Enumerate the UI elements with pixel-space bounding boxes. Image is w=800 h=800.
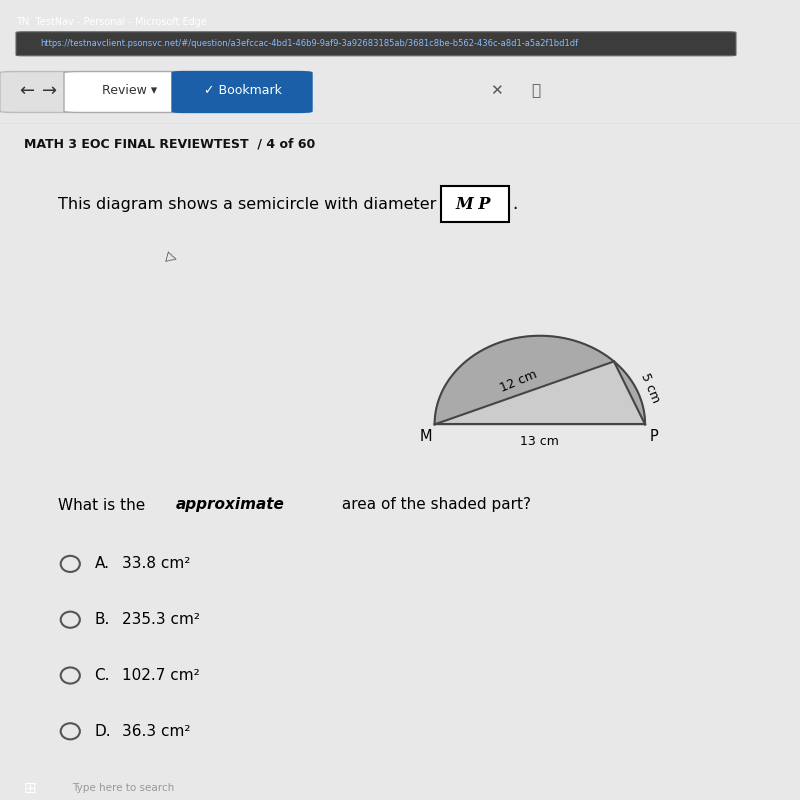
Text: .: . [512, 195, 517, 214]
Text: ⊞: ⊞ [24, 781, 37, 795]
Text: 12 cm: 12 cm [498, 368, 539, 395]
Text: approximate: approximate [175, 498, 284, 513]
Text: B.: B. [94, 612, 110, 627]
FancyBboxPatch shape [0, 71, 76, 113]
Text: What is the: What is the [58, 498, 150, 513]
Polygon shape [434, 362, 645, 424]
Text: https://testnavclient.psonsvc.net/#/question/a3efccac-4bd1-46b9-9af9-3a92683185a: https://testnavclient.psonsvc.net/#/ques… [40, 38, 578, 48]
Text: Review ▾: Review ▾ [102, 84, 157, 98]
Text: P: P [650, 430, 658, 444]
Text: 36.3 cm²: 36.3 cm² [122, 724, 190, 739]
Text: ✓ Bookmark: ✓ Bookmark [204, 84, 282, 98]
Text: C.: C. [94, 668, 110, 683]
Text: Type here to search: Type here to search [72, 783, 174, 793]
FancyBboxPatch shape [172, 71, 312, 113]
Text: 235.3 cm²: 235.3 cm² [122, 612, 200, 627]
Text: D.: D. [94, 724, 111, 739]
Text: ▷: ▷ [165, 249, 178, 265]
Text: 33.8 cm²: 33.8 cm² [122, 557, 190, 571]
Text: TN  TestNav - Personal - Microsoft Edge: TN TestNav - Personal - Microsoft Edge [16, 17, 207, 26]
FancyBboxPatch shape [442, 186, 509, 222]
Text: ⧉: ⧉ [531, 83, 541, 98]
Text: ←: ← [19, 82, 34, 100]
Text: 102.7 cm²: 102.7 cm² [122, 668, 199, 683]
Text: 13 cm: 13 cm [521, 435, 559, 448]
Text: ✕: ✕ [490, 83, 502, 98]
Text: →: → [42, 82, 57, 100]
FancyBboxPatch shape [64, 71, 192, 113]
Text: MATH 3 EOC FINAL REVIEWTEST  / 4 of 60: MATH 3 EOC FINAL REVIEWTEST / 4 of 60 [24, 138, 315, 150]
FancyBboxPatch shape [16, 32, 736, 56]
Text: This diagram shows a semicircle with diameter: This diagram shows a semicircle with dia… [58, 197, 442, 212]
Text: A.: A. [94, 557, 110, 571]
Polygon shape [434, 336, 645, 424]
Text: 5 cm: 5 cm [638, 371, 662, 405]
Text: M: M [419, 430, 432, 444]
Text: area of the shaded part?: area of the shaded part? [338, 498, 531, 513]
Text: M P: M P [456, 196, 491, 213]
